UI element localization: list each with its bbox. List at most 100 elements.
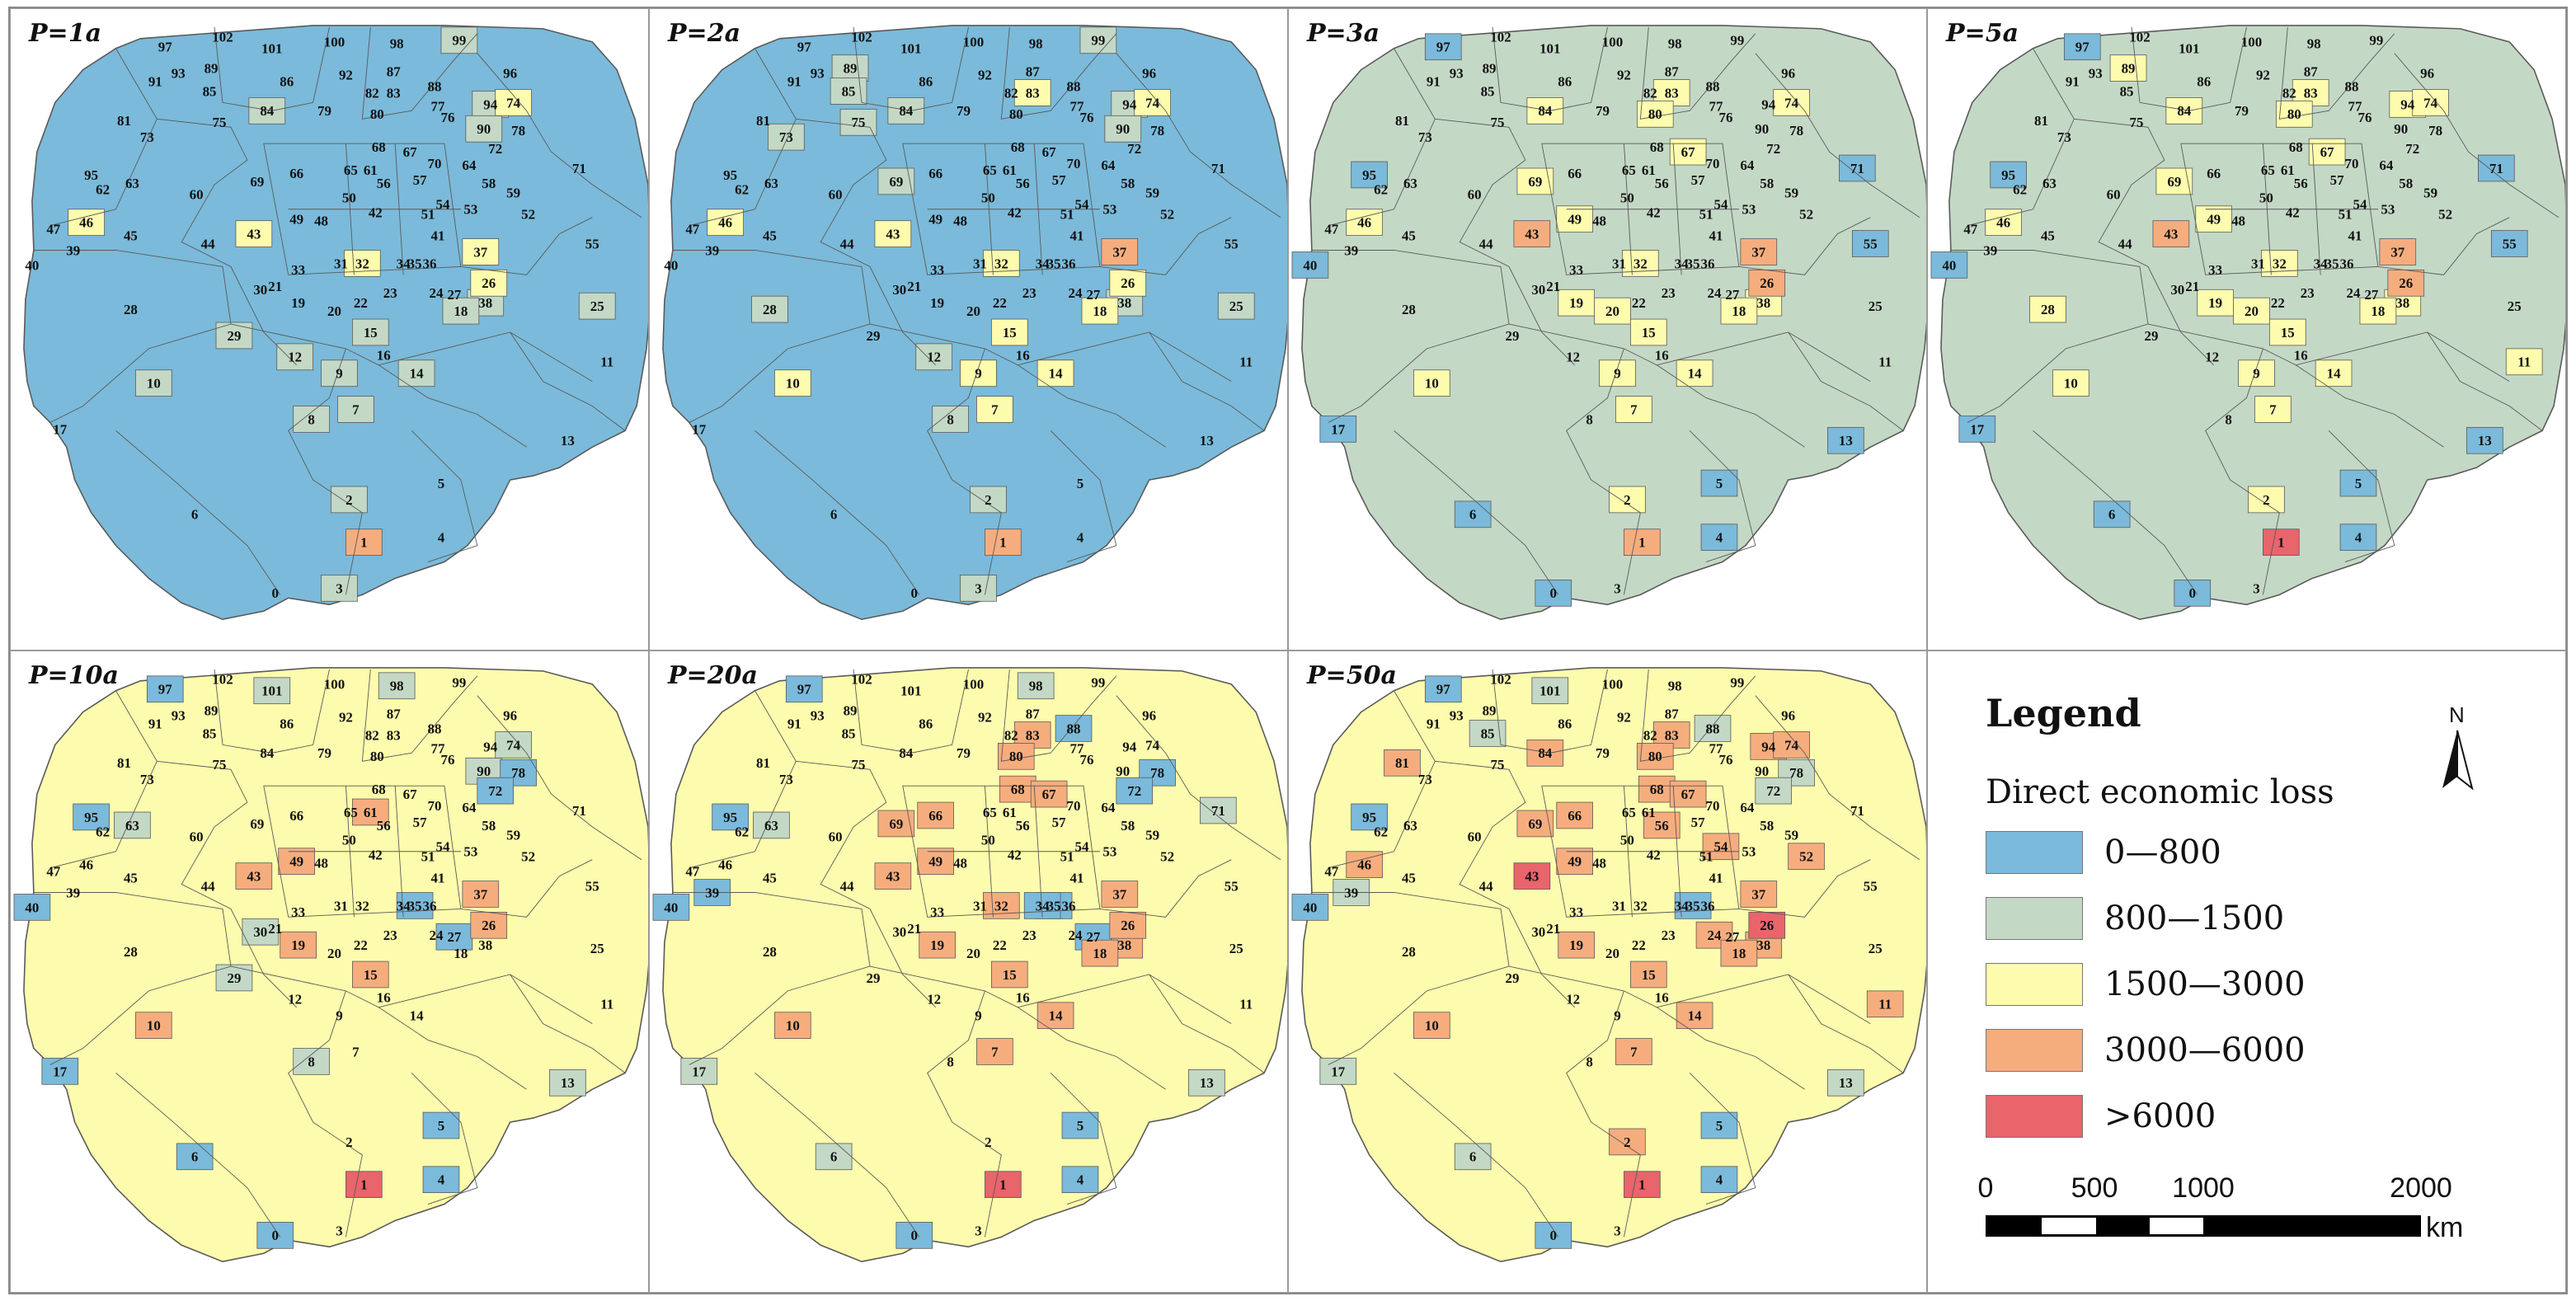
zone-label-55: 55	[1864, 878, 1878, 894]
district-boundary	[1639, 26, 1756, 120]
zone-label-99: 99	[1091, 675, 1105, 691]
zone-label-64: 64	[1101, 157, 1115, 173]
legend-title: Legend	[1986, 691, 2141, 735]
district-boundary	[477, 695, 642, 861]
zone-patch-17	[680, 1058, 718, 1085]
zone-label-24: 24	[2347, 285, 2361, 301]
district-boundary	[1394, 430, 1559, 595]
zone-label-59: 59	[506, 828, 520, 843]
zone-label-6: 6	[830, 507, 837, 523]
zone-label-41: 41	[431, 870, 445, 885]
zone-patch-3	[321, 575, 358, 602]
legend-label: >6000	[2104, 1097, 2216, 1135]
district-boundary	[230, 323, 593, 383]
zone-label-12: 12	[1566, 350, 1580, 365]
zone-label-45: 45	[763, 870, 777, 885]
zone-label-15: 15	[1003, 325, 1017, 341]
zone-patch-40	[1291, 894, 1329, 921]
zone-label-29: 29	[227, 328, 241, 344]
district-boundary	[1033, 786, 1043, 918]
zone-label-66: 66	[289, 166, 303, 181]
zone-label-20: 20	[966, 303, 980, 319]
zone-patch-15	[351, 318, 389, 346]
district-boundary	[1566, 348, 1641, 595]
zone-label-41: 41	[1709, 228, 1723, 243]
legend-label: 800—1500	[2104, 899, 2285, 937]
zone-patch-10	[2052, 369, 2089, 397]
zone-label-88: 88	[428, 78, 442, 94]
panel-label: P=5a	[1946, 19, 2019, 48]
zone-label-20: 20	[327, 303, 341, 319]
zone-label-8: 8	[2225, 411, 2231, 427]
zone-label-9: 9	[1614, 1008, 1620, 1024]
zone-label-59: 59	[1145, 828, 1159, 843]
district-boundary	[2311, 143, 2321, 275]
zone-label-18: 18	[1093, 946, 1107, 961]
zone-patch-49	[1556, 848, 1593, 876]
zone-patch-9	[2238, 359, 2275, 387]
district-boundary	[927, 990, 1002, 1238]
zone-label-83: 83	[387, 727, 401, 743]
zone-label-41: 41	[1070, 228, 1084, 243]
zone-label-9: 9	[1614, 366, 1620, 382]
zone-label-47: 47	[46, 222, 60, 237]
zone-label-84: 84	[1538, 745, 1552, 761]
zone-label-40: 40	[1303, 257, 1317, 273]
zone-patch-72	[1116, 777, 1154, 805]
zone-label-27: 27	[447, 929, 461, 945]
zone-patch-80	[1636, 101, 1674, 128]
zone-label-71: 71	[2489, 161, 2503, 176]
zone-label-83: 83	[387, 85, 401, 101]
zone-label-67: 67	[1042, 144, 1056, 160]
zone-label-79: 79	[317, 103, 331, 119]
district-boundary	[2033, 430, 2198, 595]
zone-label-66: 66	[289, 808, 303, 824]
zone-label-91: 91	[787, 716, 801, 731]
zone-label-54: 54	[1075, 839, 1089, 855]
zone-patch-74	[1773, 731, 1810, 759]
zone-label-25: 25	[590, 298, 604, 314]
zone-patch-0	[256, 1222, 294, 1249]
zone-label-101: 101	[900, 41, 921, 57]
zone-label-57: 57	[413, 172, 427, 188]
zone-label-21: 21	[268, 921, 282, 937]
zone-label-28: 28	[763, 302, 777, 317]
zone-patch-68	[1638, 775, 1676, 803]
legend-label: 3000—6000	[2104, 1031, 2306, 1069]
zone-label-74: 74	[1145, 95, 1159, 110]
zone-label-68: 68	[1650, 782, 1664, 797]
zone-label-63: 63	[764, 818, 778, 834]
district-boundary	[2147, 323, 2510, 383]
zone-patch-8	[293, 406, 330, 433]
scale-tick: 2000	[2390, 1172, 2452, 1204]
zone-label-34: 34	[2314, 256, 2328, 271]
zone-label-26: 26	[482, 918, 496, 933]
zone-label-101: 101	[261, 41, 282, 57]
zone-label-73: 73	[1418, 129, 1432, 145]
zone-label-60: 60	[1468, 829, 1482, 845]
north-arrow-icon: N	[2439, 702, 2489, 793]
zone-label-95: 95	[84, 810, 98, 825]
zone-label-53: 53	[1742, 202, 1756, 218]
zone-label-21: 21	[1546, 921, 1560, 937]
scale-unit: km	[2426, 1212, 2464, 1243]
zone-label-82: 82	[1643, 727, 1657, 743]
zone-label-50: 50	[981, 833, 995, 848]
zone-patch-80	[2275, 101, 2313, 128]
figure-grid: P=1a 102 101 100 98 99 97 96 95 94 93 92 91 90 89 88 87…	[8, 7, 2568, 1294]
zone-label-3: 3	[1614, 1223, 1620, 1238]
zone-label-23: 23	[383, 285, 397, 301]
zone-label-94: 94	[1761, 739, 1775, 754]
zone-label-39: 39	[1344, 242, 1358, 258]
zone-label-23: 23	[1662, 928, 1676, 943]
zone-label-94: 94	[1122, 96, 1136, 112]
zone-label-43: 43	[247, 868, 261, 884]
zone-label-59: 59	[1145, 186, 1159, 201]
zone-label-72: 72	[1766, 141, 1780, 157]
zone-label-24: 24	[430, 928, 444, 943]
zone-label-18: 18	[454, 946, 468, 961]
zone-label-94: 94	[2400, 96, 2414, 112]
zone-label-22: 22	[354, 937, 368, 953]
zone-label-13: 13	[2478, 433, 2492, 449]
zone-label-47: 47	[1324, 864, 1338, 880]
